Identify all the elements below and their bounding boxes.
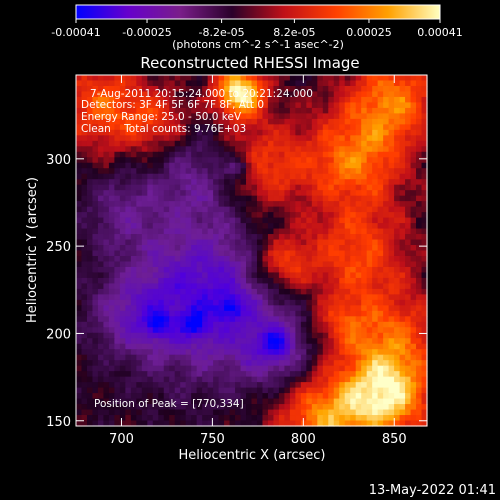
x-tick-label: 750 [200,432,225,447]
colorbar-tick-label: 0.00041 [417,26,463,39]
x-tick-label: 850 [382,432,407,447]
colorbar-tick-label: 0.00025 [346,26,392,39]
footer-date: 13-May-2022 01:41 [369,483,496,498]
axes: 700 750 800 850 150 200 250 300 [46,75,427,447]
annotation-energy: Energy Range: 25.0 - 50.0 keV [81,111,242,123]
y-tick-label: 250 [46,240,71,255]
annotation-peak: Position of Peak = [770,334] [94,398,244,410]
plot-frame [75,74,428,427]
colorbar-ticks: -0.00041 -0.00025 -8.2e-05 8.2e-05 0.00025 0.… [51,19,463,39]
colorbar-tick-label: -0.00025 [122,26,171,39]
colorbar-tick-label: -0.00041 [51,26,100,39]
y-tick-label: 150 [46,415,71,430]
y-tick-label: 300 [46,153,71,168]
x-tick-label: 700 [109,432,134,447]
colorbar-units: (photons cm^-2 s^-1 asec^-2) [172,38,344,51]
annotation-detectors: Detectors: 3F 4F 5F 6F 7F 8F, Att 0 [81,99,264,111]
chart-title: Reconstructed RHESSI Image [140,54,359,72]
x-axis-label: Heliocentric X (arcsec) [179,448,326,463]
colorbar-tick-label: -8.2e-05 [198,26,244,39]
annotation-clean: Clean Total counts: 9.76E+03 [81,123,246,135]
y-tick-label: 200 [46,327,71,342]
colorbar [75,4,441,20]
heatmap-image [76,75,428,427]
colorbar-tick-label: 8.2e-05 [273,26,315,39]
x-tick-label: 800 [291,432,316,447]
annotation-time: 7-Aug-2011 20:15:24.000 to 20:21:24.000 [90,88,313,100]
y-axis-label: Heliocentric Y (arcsec) [25,177,40,323]
